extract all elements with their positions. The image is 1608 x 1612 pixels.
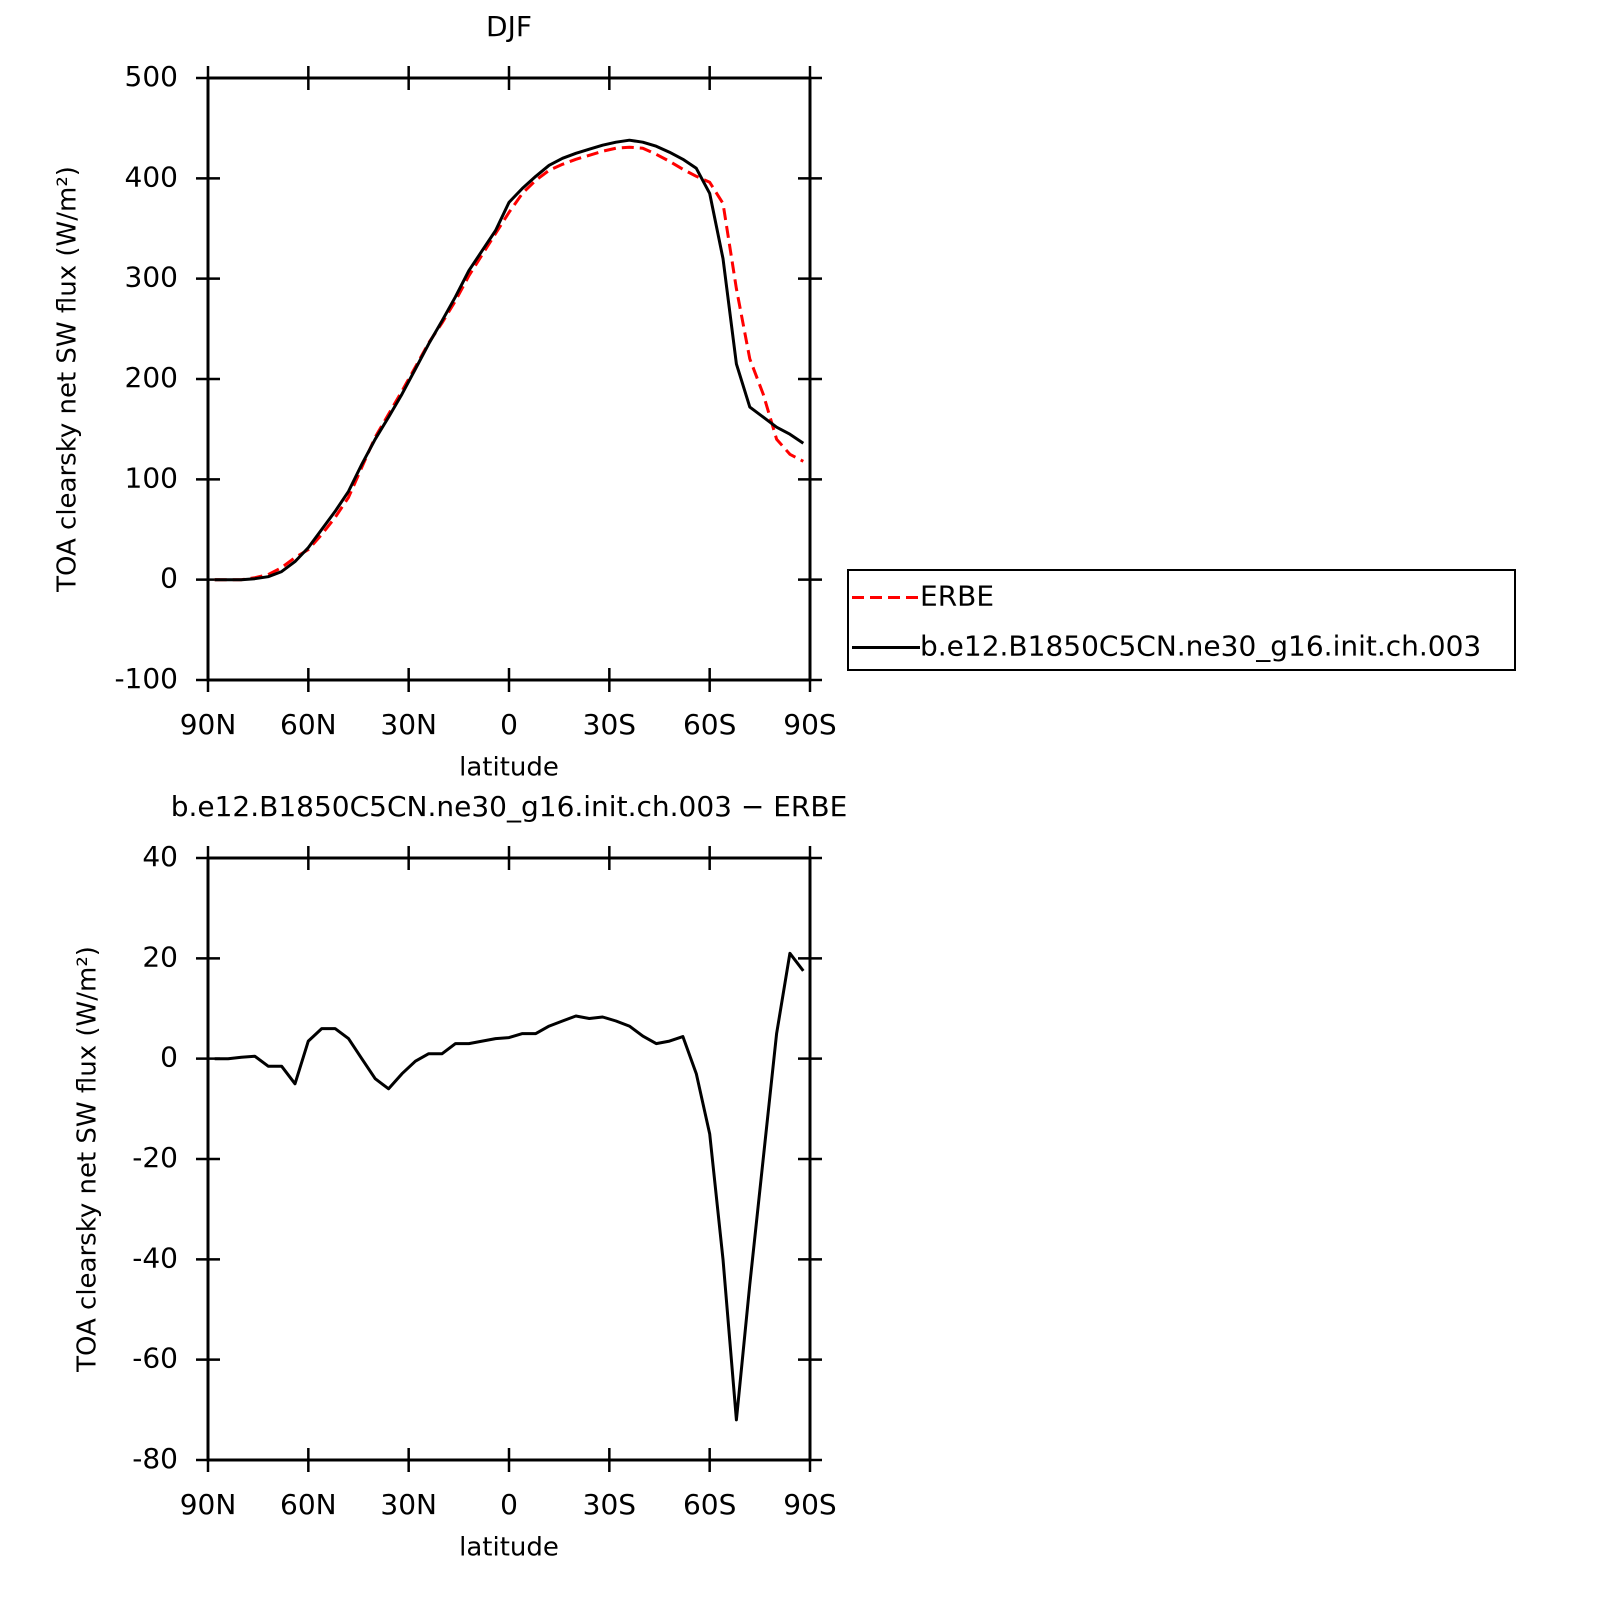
x-tick-label: 0: [500, 1488, 518, 1521]
y-tick-label: -100: [114, 662, 178, 695]
y-tick-label: 0: [160, 562, 178, 595]
y-tick-label: -80: [132, 1442, 178, 1475]
y-tick-label: -20: [132, 1141, 178, 1174]
x-tick-label: 30N: [380, 708, 437, 741]
x-tick-label: 90S: [783, 1488, 836, 1521]
data-line: [214, 145, 804, 582]
x-tick-label: 60N: [280, 1488, 337, 1521]
plot-frame: [206, 76, 812, 682]
data-line: [214, 951, 805, 1422]
x-tick-label: 0: [500, 708, 518, 741]
data-line: [214, 138, 805, 582]
chart-title: b.e12.B1850C5CN.ne30_g16.init.ch.003 − E…: [171, 790, 848, 823]
y-axis-label: TOA clearsky net SW flux (W/m²): [53, 166, 83, 593]
y-tick-label: 0: [160, 1041, 178, 1074]
chart-title: DJF: [486, 10, 532, 43]
x-tick-label: 90N: [180, 1488, 237, 1521]
y-tick-label: 200: [125, 361, 178, 394]
legend-box: [847, 569, 1516, 671]
y-tick-label: 300: [125, 261, 178, 294]
x-tick-label: 30S: [583, 1488, 636, 1521]
y-axis-label: TOA clearsky net SW flux (W/m²): [73, 946, 103, 1373]
x-tick-label: 30N: [380, 1488, 437, 1521]
x-tick-label: 90N: [180, 708, 237, 741]
y-tick-label: -40: [132, 1241, 178, 1274]
legend-label: ERBE: [920, 580, 994, 613]
x-tick-label: 30S: [583, 708, 636, 741]
x-tick-label: 90S: [783, 708, 836, 741]
x-tick-label: 60S: [683, 708, 736, 741]
y-tick-label: 40: [142, 840, 178, 873]
y-tick-label: 100: [125, 461, 178, 494]
plot-frame: [206, 856, 812, 1462]
x-axis-label: latitude: [459, 753, 559, 783]
x-tick-label: 60N: [280, 708, 337, 741]
y-tick-label: 20: [142, 940, 178, 973]
y-tick-label: 400: [125, 160, 178, 193]
legend-label: b.e12.B1850C5CN.ne30_g16.init.ch.003: [920, 630, 1481, 663]
x-axis-label: latitude: [459, 1533, 559, 1563]
y-tick-label: -60: [132, 1342, 178, 1375]
y-tick-label: 500: [125, 60, 178, 93]
x-tick-label: 60S: [683, 1488, 736, 1521]
